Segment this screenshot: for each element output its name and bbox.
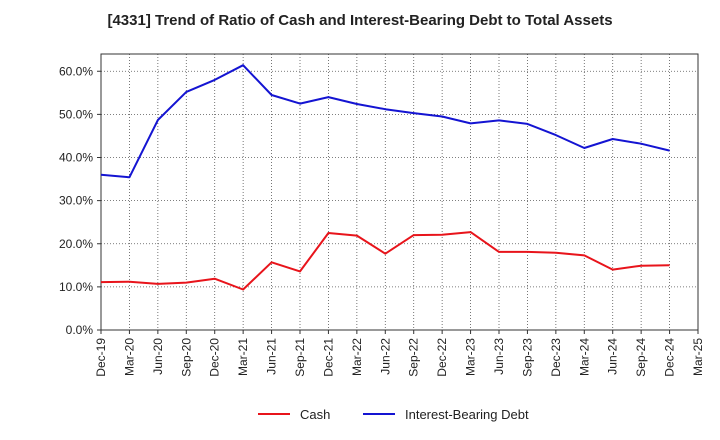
x-tick-label: Sep-21: [293, 338, 307, 377]
legend-label-1: Interest-Bearing Debt: [405, 407, 529, 422]
x-tick-label: Jun-20: [151, 338, 165, 375]
y-tick-label: 50.0%: [59, 107, 93, 121]
y-tick-label: 30.0%: [59, 194, 93, 208]
x-tick-label: Jun-21: [265, 338, 279, 375]
x-tick-label: Jun-22: [378, 338, 392, 375]
x-tick-label: Mar-23: [464, 338, 478, 376]
x-tick-label: Mar-21: [236, 338, 250, 376]
x-tick-label: Dec-22: [435, 338, 449, 377]
legend-label-0: Cash: [300, 407, 330, 422]
x-tick-label: Sep-24: [634, 338, 648, 377]
x-tick-label: Sep-22: [407, 338, 421, 377]
x-tick-label: Dec-19: [94, 338, 108, 377]
x-tick-label: Dec-20: [208, 338, 222, 377]
x-tick-label: Mar-20: [122, 338, 136, 376]
y-tick-label: 20.0%: [59, 237, 93, 251]
x-tick-label: Dec-24: [663, 338, 677, 377]
x-tick-label: Dec-21: [321, 338, 335, 377]
series-line-1: [100, 64, 670, 179]
x-tick-label: Sep-20: [179, 338, 193, 377]
chart-title: [4331] Trend of Ratio of Cash and Intere…: [107, 12, 613, 29]
x-tick-label: Jun-23: [492, 338, 506, 375]
series-line-0: [100, 231, 670, 291]
x-tick-label: Jun-24: [606, 338, 620, 375]
x-tick-label: Sep-23: [520, 338, 534, 377]
x-tick-label: Mar-24: [577, 338, 591, 376]
y-tick-label: 0.0%: [66, 323, 94, 337]
x-tick-label: Mar-22: [350, 338, 364, 376]
y-tick-label: 40.0%: [59, 151, 93, 165]
plot-frame: [100, 53, 699, 331]
x-tick-label: Mar-25: [691, 338, 705, 376]
y-tick-label: 60.0%: [59, 64, 93, 78]
y-tick-label: 10.0%: [59, 280, 93, 294]
x-tick-label: Dec-23: [549, 338, 563, 377]
